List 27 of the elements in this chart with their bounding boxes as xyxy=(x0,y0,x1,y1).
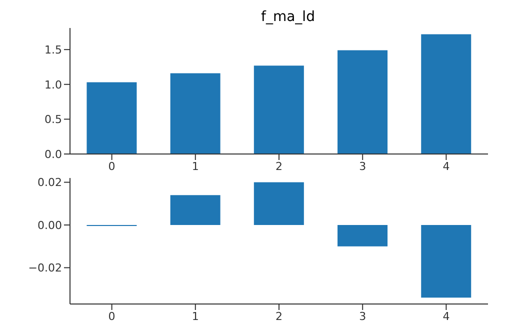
y-tick-label: 0.0 xyxy=(44,148,62,161)
y-tick-label: 1.5 xyxy=(44,43,62,56)
bar xyxy=(421,224,472,298)
y-tick-label: 1.0 xyxy=(44,78,62,92)
bar xyxy=(254,182,304,225)
x-tick-label: 4 xyxy=(442,160,450,173)
y-tick-label: 0.5 xyxy=(44,113,62,126)
bar xyxy=(170,195,220,225)
x-tick-label: 0 xyxy=(108,160,116,173)
x-tick-label: 0 xyxy=(108,310,116,323)
bar xyxy=(338,224,388,246)
bar xyxy=(170,73,220,154)
x-tick-label: 2 xyxy=(276,160,282,173)
chart-title: f_ma_ld xyxy=(260,8,316,26)
y-tick-label: 0.02 xyxy=(38,176,62,190)
x-tick-label: 4 xyxy=(442,310,450,323)
bar xyxy=(338,50,388,154)
y-tick-label: 0.00 xyxy=(38,218,62,232)
bar xyxy=(254,66,304,154)
x-tick-label: 3 xyxy=(359,160,366,173)
x-tick-label: 1 xyxy=(192,310,199,323)
y-tick-label: −0.02 xyxy=(28,262,62,275)
x-tick-label: 3 xyxy=(359,310,366,323)
bar xyxy=(421,34,472,154)
x-tick-label: 2 xyxy=(276,310,282,323)
x-tick-label: 1 xyxy=(192,160,199,173)
bar xyxy=(86,82,137,154)
